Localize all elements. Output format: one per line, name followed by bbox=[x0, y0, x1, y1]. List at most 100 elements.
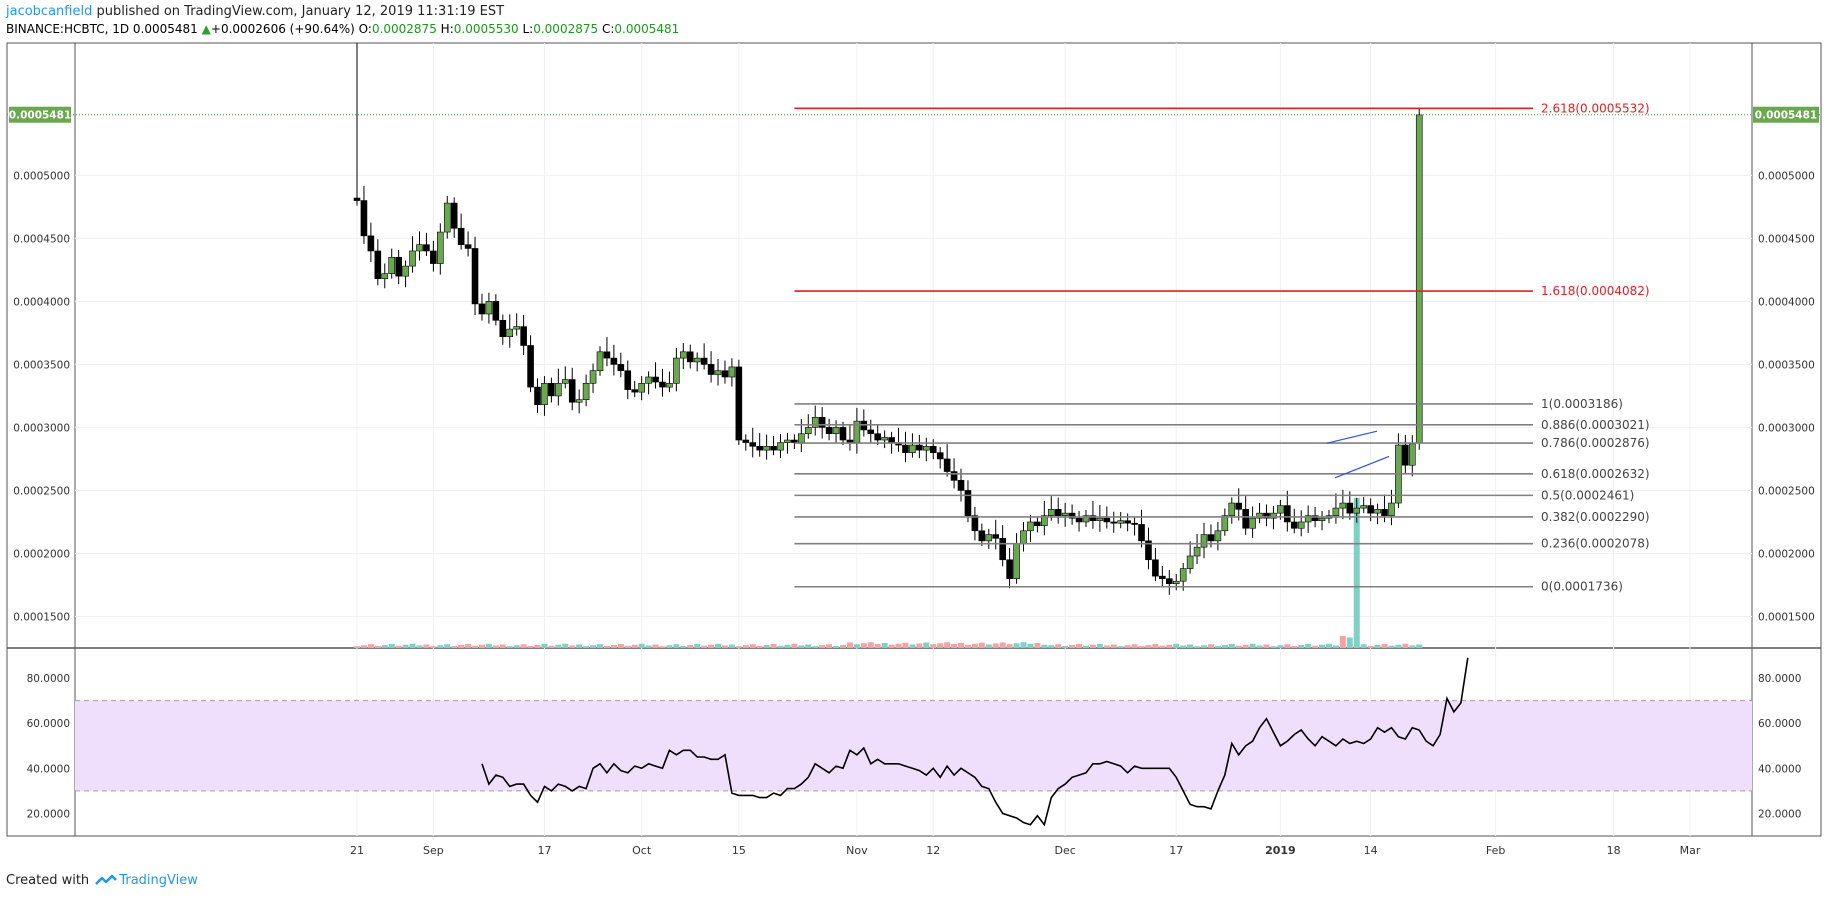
volume-bar bbox=[1096, 643, 1103, 648]
candle bbox=[541, 383, 548, 406]
fib-level-label: 1(0.0003186) bbox=[1541, 397, 1623, 411]
candle bbox=[798, 433, 805, 443]
last-price-badge-left-text: 0.0005481 bbox=[9, 110, 71, 122]
volume-bar bbox=[1180, 645, 1187, 648]
candle bbox=[1360, 505, 1367, 509]
volume-bar bbox=[916, 643, 923, 648]
candle bbox=[950, 471, 958, 481]
candle bbox=[1179, 568, 1187, 582]
candle bbox=[770, 446, 777, 451]
volume-bar bbox=[867, 642, 874, 648]
volume-bar bbox=[1048, 645, 1055, 648]
volume-bar bbox=[999, 642, 1006, 648]
candle bbox=[1193, 546, 1201, 557]
volume-bar bbox=[1041, 644, 1048, 648]
volume-bar bbox=[388, 643, 395, 648]
price-tick-right: 0.0004000 bbox=[1758, 296, 1815, 308]
candle bbox=[1054, 509, 1062, 516]
price-tick-right: 0.0005000 bbox=[1758, 170, 1815, 182]
candle bbox=[749, 442, 757, 447]
fib-extension-label: 1.618(0.0004082) bbox=[1541, 284, 1650, 298]
volume-bar bbox=[596, 644, 603, 648]
price-tick-left: 0.0003000 bbox=[13, 422, 70, 434]
symbol-label: BINANCE:HCBTC, 1D bbox=[6, 22, 130, 36]
candle bbox=[943, 458, 951, 472]
candle bbox=[818, 417, 826, 428]
candle bbox=[381, 273, 389, 279]
rsi-line bbox=[481, 657, 1469, 827]
candle bbox=[1159, 575, 1166, 579]
candle bbox=[846, 439, 854, 443]
candle bbox=[777, 442, 784, 451]
fib-extension-label: 2.618(0.0005532) bbox=[1541, 101, 1650, 115]
candle bbox=[971, 515, 979, 532]
candle bbox=[1047, 509, 1055, 516]
volume-bar bbox=[902, 642, 909, 648]
volume-bar bbox=[944, 642, 951, 648]
candle bbox=[527, 345, 534, 388]
volume-bar bbox=[680, 645, 687, 648]
volume-bar bbox=[1298, 644, 1305, 648]
candle bbox=[874, 433, 882, 441]
price-tick-left: 0.0003500 bbox=[13, 359, 70, 371]
rsi-tick-left: 20.0000 bbox=[27, 808, 70, 820]
volume-bar bbox=[826, 644, 833, 648]
volume-bar bbox=[770, 643, 777, 648]
rsi-tick-left: 40.0000 bbox=[27, 763, 70, 775]
time-tick: 14 bbox=[1364, 844, 1378, 857]
candle bbox=[582, 383, 590, 400]
candle bbox=[1284, 505, 1291, 523]
author-link[interactable]: jacobcanfield bbox=[6, 4, 93, 19]
volume-bar bbox=[839, 644, 846, 648]
candle bbox=[1249, 517, 1256, 529]
candle bbox=[1110, 521, 1118, 524]
volume-bar bbox=[423, 644, 430, 648]
volume-bar bbox=[819, 645, 826, 648]
volume-bar bbox=[1138, 645, 1145, 648]
volume-bar bbox=[1034, 642, 1041, 648]
channel-line-upper bbox=[1326, 430, 1378, 444]
volume-bar bbox=[687, 644, 694, 648]
low-value: 0.0002875 bbox=[533, 22, 599, 36]
candle bbox=[1290, 521, 1298, 529]
volume-bar bbox=[1346, 637, 1353, 648]
volume-bar bbox=[1159, 645, 1166, 648]
volume-bar bbox=[909, 644, 916, 648]
tradingview-link[interactable]: TradingView bbox=[119, 873, 198, 888]
volume-bar bbox=[895, 643, 902, 648]
volume-bar bbox=[499, 644, 506, 648]
fib-level-label: 0.786(0.0002876) bbox=[1541, 436, 1650, 450]
volume-bar bbox=[492, 645, 499, 648]
candle bbox=[811, 417, 819, 428]
candle bbox=[1061, 512, 1069, 516]
volume-bar bbox=[985, 644, 992, 648]
volume-bar bbox=[1395, 644, 1402, 648]
volume-bar bbox=[513, 645, 520, 648]
volume-bar bbox=[833, 645, 840, 648]
volume-bar bbox=[360, 645, 367, 648]
candle bbox=[742, 439, 750, 443]
volume-bar bbox=[1076, 643, 1083, 648]
candle bbox=[714, 370, 722, 375]
price-tick-right: 0.0002000 bbox=[1758, 548, 1815, 560]
last-price-badge-right bbox=[1753, 106, 1819, 123]
candle bbox=[832, 427, 840, 435]
candle bbox=[520, 326, 527, 346]
candle bbox=[437, 231, 444, 264]
candle bbox=[1221, 515, 1229, 532]
last-price: 0.0005481 bbox=[132, 22, 198, 36]
volume-bar bbox=[451, 645, 458, 648]
high-label: H: bbox=[440, 22, 454, 36]
volume-bar bbox=[978, 642, 985, 648]
high-value: 0.0005530 bbox=[453, 22, 519, 36]
fib-level-label: 0.236(0.0002078) bbox=[1541, 537, 1650, 551]
close-label: C: bbox=[601, 22, 615, 36]
candle bbox=[728, 366, 736, 378]
volume-bar bbox=[1173, 643, 1180, 648]
volume-bar bbox=[1055, 644, 1062, 648]
volume-bar bbox=[1006, 644, 1013, 648]
volume-bar bbox=[1117, 646, 1124, 648]
candle bbox=[478, 303, 486, 315]
candle bbox=[568, 379, 576, 403]
